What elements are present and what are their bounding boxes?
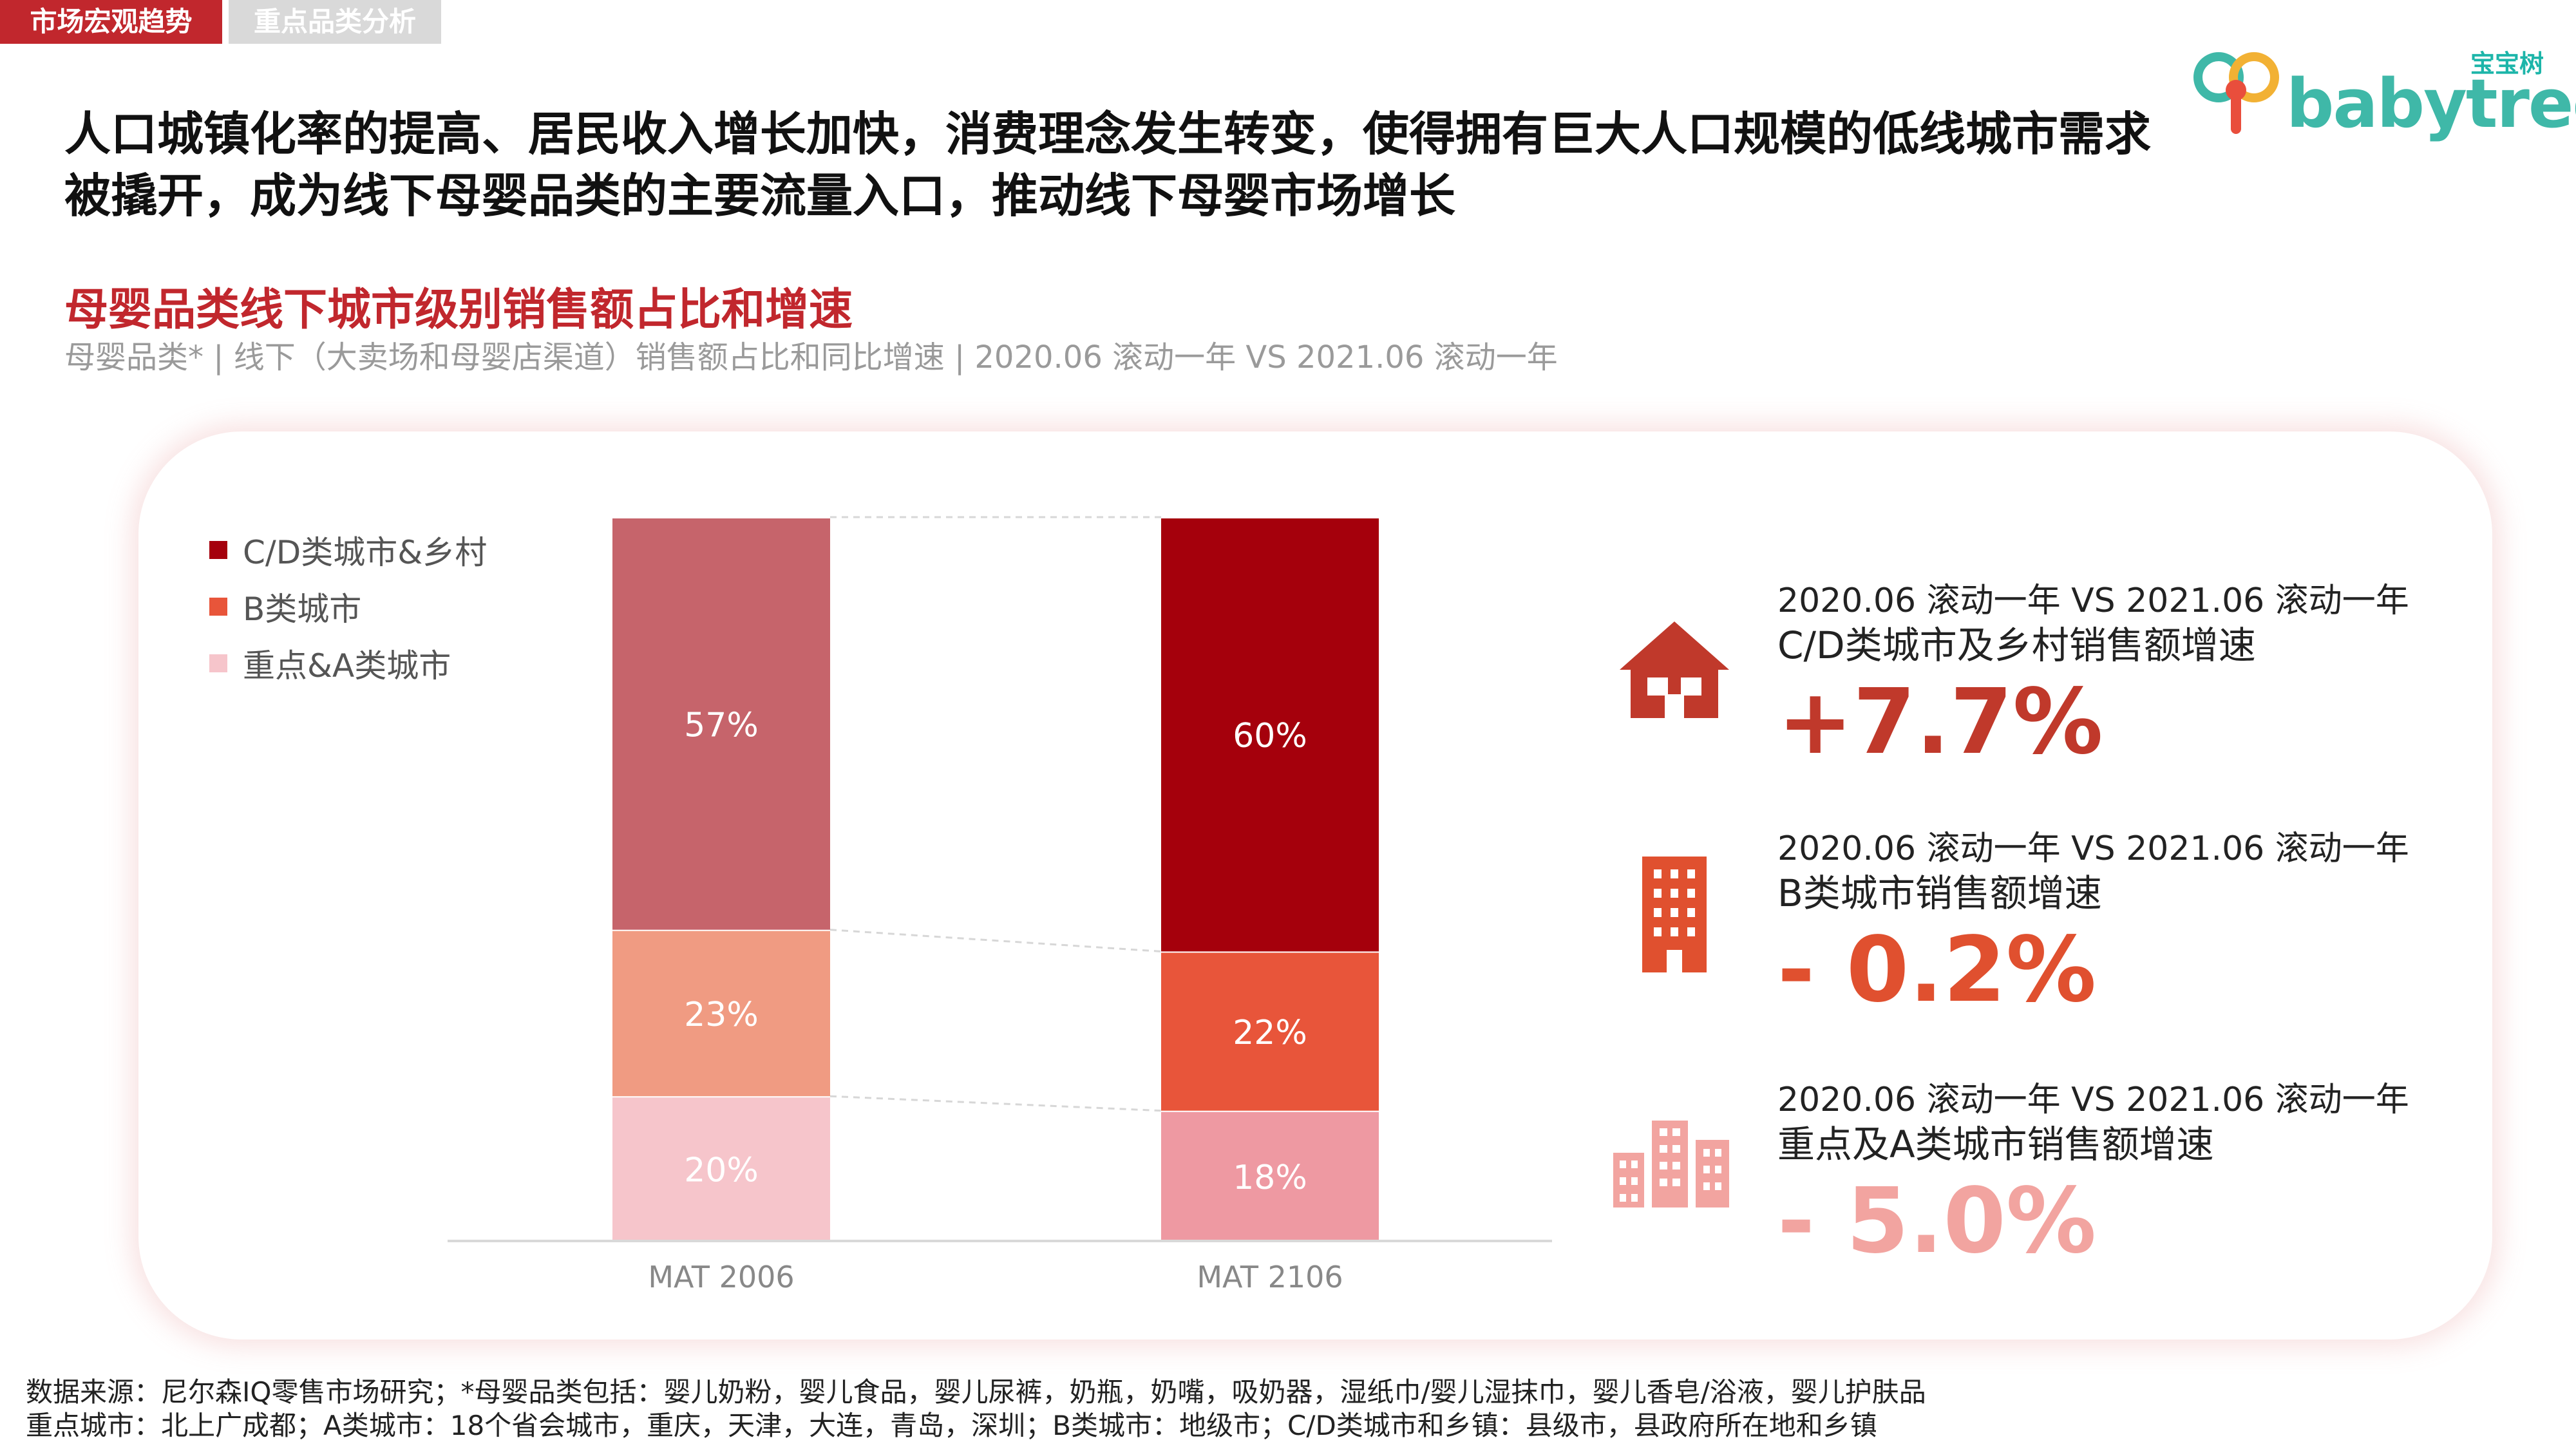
stat-value-b: - 0.2% bbox=[1777, 918, 2097, 1023]
bar-mat-2106-series-1 bbox=[1161, 952, 1379, 1111]
stat-label-cd: C/D类城市及乡村销售额增速 bbox=[1777, 623, 2256, 667]
chart-title: 母婴品类线下城市级别销售额占比和增速 bbox=[64, 285, 853, 336]
stat-value-a: - 5.0% bbox=[1777, 1169, 2097, 1274]
stat-period-b: 2020.06 滚动一年 VS 2021.06 滚动一年 bbox=[1777, 829, 2409, 868]
tab-key-category-analysis[interactable]: 重点品类分析 bbox=[229, 0, 441, 44]
legend-swatch-cd bbox=[209, 541, 227, 559]
x-tick-label-mat-2106: MAT 2106 bbox=[1197, 1260, 1343, 1294]
logo-text-cn: 宝宝树 bbox=[2470, 50, 2544, 78]
bar-mat-2006-series-2 bbox=[612, 518, 830, 930]
stat-period-cd: 2020.06 滚动一年 VS 2021.06 滚动一年 bbox=[1777, 582, 2409, 620]
house-icon bbox=[1620, 621, 1729, 718]
headline: 人口城镇化率的提高、居民收入增长加快，消费理念发生转变，使得拥有巨大人口规模的低… bbox=[64, 107, 2152, 223]
legend-item-cd: C/D类城市&乡村 bbox=[209, 522, 487, 578]
legend-item-a: 重点&A类城市 bbox=[209, 635, 487, 692]
tree-logo-icon bbox=[2193, 52, 2279, 134]
footnote-city-definition: 重点城市：北上广成都；A类城市：18个省会城市，重庆，天津，大连，青岛，深圳；B… bbox=[26, 1410, 1877, 1441]
stat-label-a: 重点及A类城市销售额增速 bbox=[1777, 1122, 2214, 1166]
bar-mat-2006-series-0 bbox=[612, 1097, 830, 1241]
logo-text-en: babytree bbox=[2286, 64, 2576, 143]
stacked-bar-chart: 20% 23% 57% MAT 2006 18% 22% 60% MAT 2106 bbox=[448, 516, 1552, 1294]
babytree-logo: 宝宝树 babytree bbox=[2190, 39, 2576, 143]
chart-legend: C/D类城市&乡村 B类城市 重点&A类城市 bbox=[209, 522, 487, 692]
data-label-mat-2006-series-0: 20% bbox=[684, 1151, 759, 1190]
x-tick-label-mat-2006: MAT 2006 bbox=[648, 1260, 794, 1294]
city-buildings-icon bbox=[1613, 1121, 1729, 1208]
legend-swatch-a bbox=[209, 654, 227, 672]
footnote-source: 数据来源：尼尔森IQ零售市场研究；*母婴品类包括：婴儿奶粉，婴儿食品，婴儿尿裤，… bbox=[26, 1376, 1926, 1408]
legend-label-a: 重点&A类城市 bbox=[243, 647, 451, 685]
data-label-mat-2006-series-1: 23% bbox=[684, 996, 759, 1034]
legend-label-b: B类城市 bbox=[243, 591, 362, 628]
legend-item-b: B类城市 bbox=[209, 578, 487, 635]
tab-market-macro-trend[interactable]: 市场宏观趋势 bbox=[0, 0, 222, 44]
data-label-mat-2106-series-1: 22% bbox=[1233, 1014, 1307, 1052]
data-label-mat-2106-series-2: 60% bbox=[1233, 717, 1307, 755]
connector-line-series-1 bbox=[829, 929, 1162, 952]
legend-label-cd: C/D类城市&乡村 bbox=[243, 534, 488, 571]
stat-period-a: 2020.06 滚动一年 VS 2021.06 滚动一年 bbox=[1777, 1081, 2409, 1119]
office-building-icon bbox=[1642, 857, 1707, 972]
data-label-mat-2106-series-0: 18% bbox=[1233, 1159, 1307, 1197]
stat-value-cd: +7.7% bbox=[1777, 670, 2103, 775]
legend-swatch-b bbox=[209, 598, 227, 616]
data-label-mat-2006-series-2: 57% bbox=[684, 706, 759, 744]
connector-line-series-0 bbox=[829, 1095, 1162, 1112]
stat-label-b: B类城市销售额增速 bbox=[1777, 871, 2102, 915]
chart-subtitle: 母婴品类* | 线下（大卖场和母婴店渠道）销售额占比和同比增速 | 2020.0… bbox=[64, 339, 1558, 375]
bar-mat-2106-series-0 bbox=[1161, 1112, 1379, 1241]
bar-mat-2006-series-1 bbox=[612, 931, 830, 1097]
bar-mat-2106-series-2 bbox=[1161, 518, 1379, 952]
